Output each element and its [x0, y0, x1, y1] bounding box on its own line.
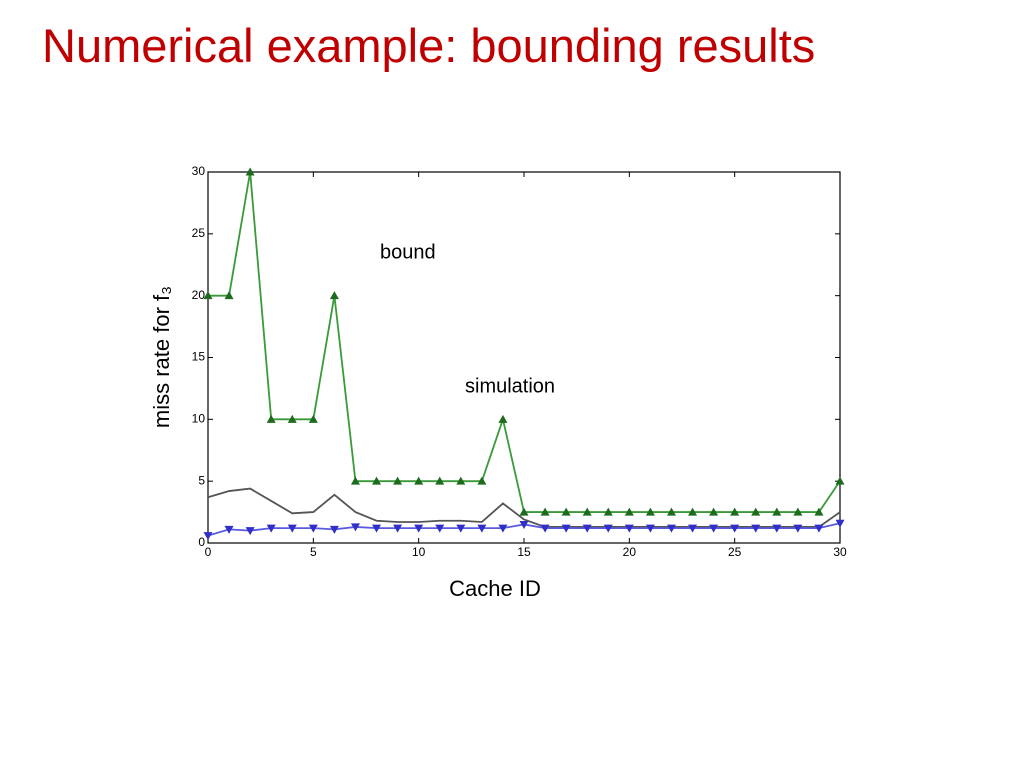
data-point	[709, 507, 719, 516]
data-point	[730, 507, 740, 516]
data-point	[645, 524, 655, 533]
data-point	[498, 524, 508, 533]
x-tick-label: 5	[310, 545, 317, 559]
data-point	[519, 520, 529, 529]
data-point	[582, 507, 592, 516]
x-axis-label: Cache ID	[449, 576, 541, 601]
data-point	[835, 476, 845, 485]
data-point	[393, 524, 403, 533]
y-tick-label: 5	[198, 473, 205, 487]
data-point	[603, 507, 613, 516]
data-point	[350, 523, 360, 532]
data-point	[372, 476, 382, 485]
data-point	[203, 291, 213, 300]
data-point	[287, 524, 297, 533]
data-point	[772, 524, 782, 533]
y-tick-label: 10	[192, 412, 206, 426]
annotation: bound	[380, 241, 436, 263]
x-tick-label: 25	[728, 545, 742, 559]
data-point	[709, 524, 719, 533]
x-tick-label: 0	[205, 545, 212, 559]
data-point	[266, 414, 276, 423]
x-tick-label: 10	[412, 545, 426, 559]
y-tick-label: 30	[192, 164, 206, 178]
data-point	[266, 524, 276, 533]
data-point	[688, 524, 698, 533]
slide-title: Numerical example: bounding results	[42, 19, 816, 72]
data-point	[308, 524, 318, 533]
data-point	[793, 524, 803, 533]
data-point	[203, 532, 213, 541]
data-point	[224, 525, 234, 534]
data-point	[287, 414, 297, 423]
data-point	[814, 507, 824, 516]
plot-frame	[207, 171, 841, 544]
data-point	[582, 524, 592, 533]
data-point	[393, 476, 403, 485]
data-point	[456, 476, 466, 485]
data-point	[372, 524, 382, 533]
y-tick-label: 25	[192, 226, 206, 240]
data-point	[730, 524, 740, 533]
data-point	[224, 291, 234, 300]
data-point	[329, 525, 339, 534]
data-point	[308, 414, 318, 423]
data-point	[624, 524, 634, 533]
data-point	[688, 507, 698, 516]
y-axis-label: miss rate for f₃	[149, 286, 174, 428]
data-point	[540, 524, 550, 533]
data-point	[666, 507, 676, 516]
data-point	[793, 507, 803, 516]
data-point	[329, 291, 339, 300]
data-point	[561, 507, 571, 516]
data-point	[456, 524, 466, 533]
data-point	[414, 476, 424, 485]
data-point	[561, 524, 571, 533]
x-tick-label: 15	[517, 545, 531, 559]
data-point	[603, 524, 613, 533]
data-point	[498, 414, 508, 423]
data-point	[435, 524, 445, 533]
data-point	[540, 507, 550, 516]
x-tick-label: 30	[833, 545, 847, 559]
y-tick-label: 0	[198, 535, 205, 549]
data-point	[835, 519, 845, 528]
data-point	[814, 524, 824, 533]
y-tick-label: 15	[192, 350, 206, 364]
data-point	[751, 507, 761, 516]
data-point	[477, 524, 487, 533]
data-point	[435, 476, 445, 485]
data-point	[751, 524, 761, 533]
data-point	[645, 507, 655, 516]
data-point	[245, 167, 255, 176]
data-point	[414, 524, 424, 533]
x-tick-label: 20	[623, 545, 637, 559]
annotation: simulation	[465, 375, 555, 397]
data-point	[519, 507, 529, 516]
data-point	[624, 507, 634, 516]
data-point	[666, 524, 676, 533]
y-tick-label: 20	[192, 288, 206, 302]
data-point	[477, 476, 487, 485]
data-point	[245, 527, 255, 536]
data-point	[772, 507, 782, 516]
data-point	[350, 476, 360, 485]
